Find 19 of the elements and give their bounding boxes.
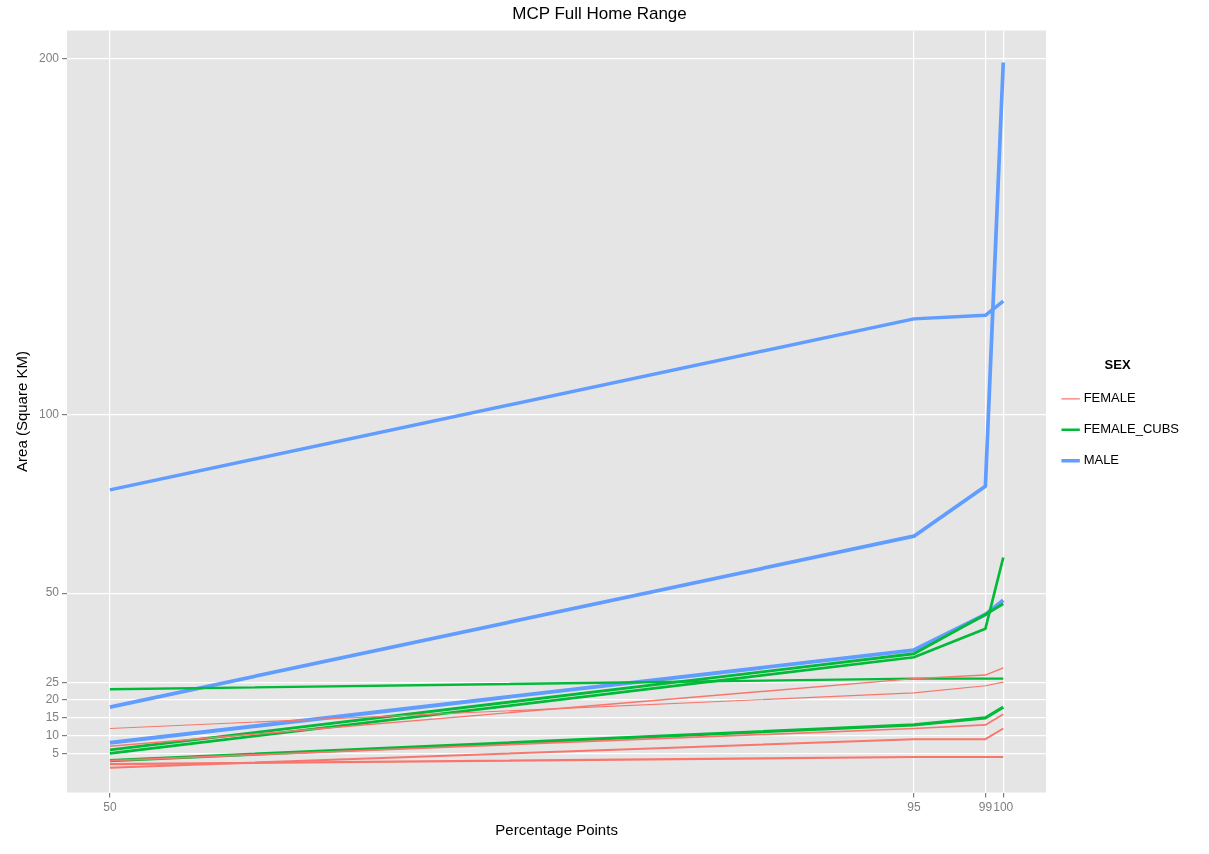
legend-label: MALE [1083,452,1120,468]
legend-title: SEX [1104,356,1131,372]
y-axis-title: Area (Square KM) [13,351,31,472]
legend-label: FEMALE [1083,390,1136,406]
y-tick-label: 200 [38,51,60,66]
y-tick-label: 5 [52,745,60,760]
y-tick-label: 20 [45,692,60,707]
x-tick-label: 99 [978,800,993,815]
y-tick-label: 10 [45,727,60,742]
y-tick-label: 50 [45,585,60,600]
chart-title: MCP Full Home Range [512,3,687,23]
x-tick-label: 50 [103,800,117,815]
y-tick-label: 15 [45,710,60,725]
y-tick-label: 25 [45,674,60,689]
y-tick-label: 100 [38,407,60,422]
x-tick-label: 100 [993,800,1014,815]
legend-label: FEMALE_CUBS [1083,421,1180,437]
x-axis-title: Percentage Points [495,821,618,839]
x-tick-label: 95 [907,800,921,815]
